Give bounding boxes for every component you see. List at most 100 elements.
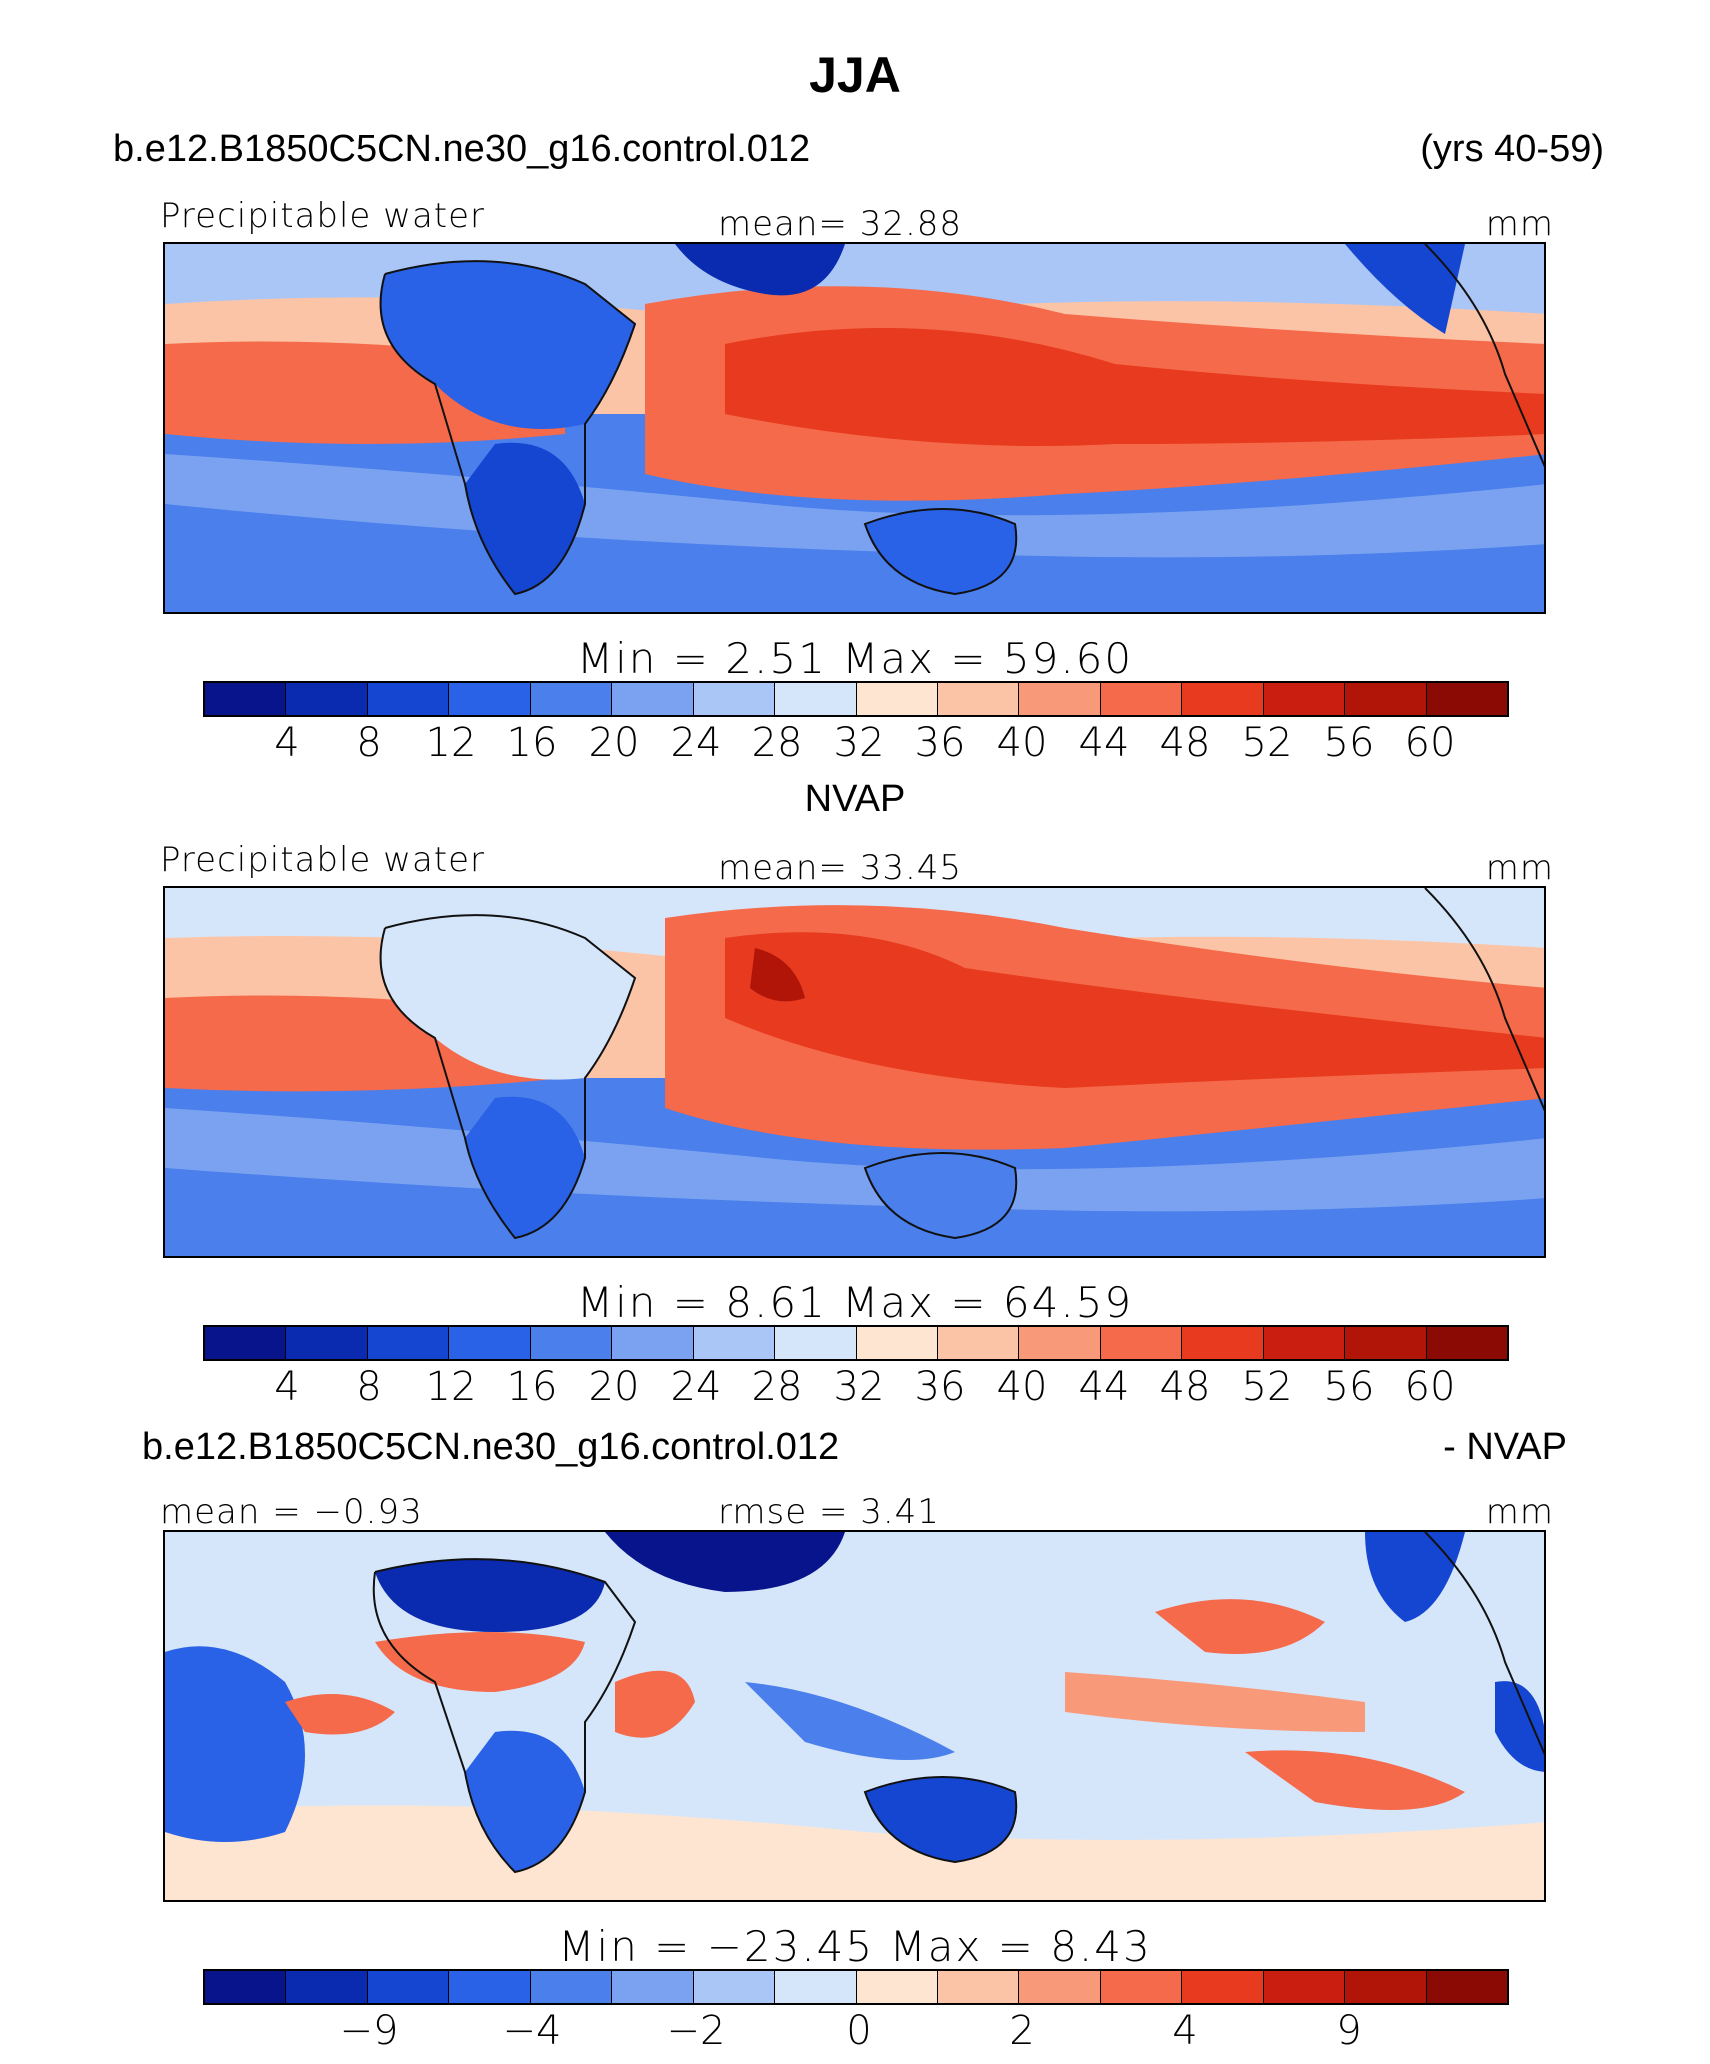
colorbar-tick: 2 bbox=[1009, 2008, 1035, 2054]
colorbar-cell bbox=[1182, 1327, 1264, 1359]
colorbar-tick: 40 bbox=[996, 1364, 1048, 1410]
colorbar-tick: 20 bbox=[588, 720, 640, 766]
panel3-colorbar bbox=[203, 1969, 1509, 2005]
panel2-colorbar bbox=[203, 1325, 1509, 1361]
colorbar-cell bbox=[1426, 683, 1507, 715]
panel1-colorbar bbox=[203, 681, 1509, 717]
colorbar-tick: 16 bbox=[506, 1364, 558, 1410]
colorbar-tick: 12 bbox=[425, 1364, 477, 1410]
panel3-units-label: mm bbox=[1485, 1492, 1554, 1532]
colorbar-tick: 12 bbox=[425, 720, 477, 766]
colorbar-cell bbox=[1182, 1971, 1264, 2003]
case-name: b.e12.B1850C5CN.ne30_g16.control.012 bbox=[113, 128, 811, 170]
colorbar-cell bbox=[612, 1327, 694, 1359]
colorbar-cell bbox=[1100, 1971, 1183, 2003]
panel3-map-svg bbox=[165, 1532, 1544, 1900]
colorbar-tick: 4 bbox=[274, 720, 300, 766]
colorbar-tick: 56 bbox=[1323, 1364, 1375, 1410]
colorbar-tick: 8 bbox=[356, 720, 382, 766]
panel1-mean-label: mean= 32.88 bbox=[718, 204, 963, 244]
colorbar-tick: 56 bbox=[1323, 720, 1375, 766]
diff-suffix: - NVAP bbox=[1443, 1426, 1567, 1468]
colorbar-cell bbox=[1263, 683, 1346, 715]
colorbar-tick: 24 bbox=[670, 1364, 722, 1410]
colorbar-cell bbox=[937, 1971, 1020, 2003]
colorbar-tick: 24 bbox=[670, 720, 722, 766]
colorbar-tick: 40 bbox=[996, 720, 1048, 766]
colorbar-cell bbox=[693, 683, 776, 715]
panel3-mean-label: mean = −0.93 bbox=[160, 1492, 423, 1532]
colorbar-cell bbox=[856, 1971, 938, 2003]
colorbar-tick: 4 bbox=[1172, 2008, 1198, 2054]
colorbar-cell bbox=[530, 1327, 613, 1359]
colorbar-cell bbox=[775, 1327, 857, 1359]
colorbar-tick: 60 bbox=[1404, 720, 1456, 766]
diff-case-name: b.e12.B1850C5CN.ne30_g16.control.012 bbox=[142, 1426, 840, 1468]
colorbar-cell bbox=[1345, 1971, 1427, 2003]
panel1-variable-label: Precipitable water bbox=[160, 196, 486, 236]
colorbar-tick: −4 bbox=[502, 2008, 562, 2054]
colorbar-tick: 60 bbox=[1404, 1364, 1456, 1410]
panel1-minmax: Min = 2.51 Max = 59.60 bbox=[576, 634, 1134, 683]
colorbar-cell bbox=[1426, 1971, 1507, 2003]
colorbar-cell bbox=[449, 683, 531, 715]
colorbar-cell bbox=[1019, 1971, 1101, 2003]
panel2-map bbox=[163, 886, 1546, 1258]
panel2-mean-label: mean= 33.45 bbox=[718, 848, 963, 888]
colorbar-tick: 16 bbox=[506, 720, 558, 766]
colorbar-cell bbox=[205, 1327, 287, 1359]
colorbar-tick: −2 bbox=[666, 2008, 726, 2054]
colorbar-cell bbox=[1019, 1327, 1101, 1359]
panel3-map bbox=[163, 1530, 1546, 1902]
colorbar-tick: 32 bbox=[833, 720, 885, 766]
colorbar-cell bbox=[530, 1971, 613, 2003]
colorbar-cell bbox=[937, 683, 1020, 715]
colorbar-cell bbox=[1426, 1327, 1507, 1359]
colorbar-cell bbox=[367, 683, 450, 715]
colorbar-tick: 4 bbox=[274, 1364, 300, 1410]
colorbar-cell bbox=[693, 1971, 776, 2003]
colorbar-tick: 28 bbox=[751, 1364, 803, 1410]
colorbar-tick: 32 bbox=[833, 1364, 885, 1410]
panel2-variable-label: Precipitable water bbox=[160, 840, 486, 880]
colorbar-cell bbox=[449, 1971, 531, 2003]
colorbar-cell bbox=[1019, 683, 1101, 715]
colorbar-cell bbox=[449, 1327, 531, 1359]
colorbar-cell bbox=[367, 1327, 450, 1359]
colorbar-cell bbox=[530, 683, 613, 715]
colorbar-tick: 8 bbox=[356, 1364, 382, 1410]
colorbar-cell bbox=[1182, 683, 1264, 715]
colorbar-cell bbox=[367, 1971, 450, 2003]
colorbar-cell bbox=[775, 1971, 857, 2003]
colorbar-cell bbox=[1345, 683, 1427, 715]
colorbar-tick: 28 bbox=[751, 720, 803, 766]
panel3-minmax: Min = −23.45 Max = 8.43 bbox=[558, 1922, 1152, 1971]
colorbar-tick: 48 bbox=[1159, 720, 1211, 766]
colorbar-tick: 9 bbox=[1336, 2008, 1362, 2054]
colorbar-cell bbox=[1263, 1971, 1346, 2003]
colorbar-tick: 48 bbox=[1159, 1364, 1211, 1410]
colorbar-cell bbox=[693, 1327, 776, 1359]
panel1-units-label: mm bbox=[1485, 204, 1554, 244]
colorbar-tick: 44 bbox=[1078, 720, 1130, 766]
colorbar-tick: 36 bbox=[914, 720, 966, 766]
colorbar-cell bbox=[775, 683, 857, 715]
colorbar-cell bbox=[1345, 1327, 1427, 1359]
panel1-map-svg bbox=[165, 244, 1544, 612]
colorbar-cell bbox=[856, 683, 938, 715]
colorbar-cell bbox=[205, 683, 287, 715]
colorbar-cell bbox=[205, 1971, 287, 2003]
colorbar-tick: −9 bbox=[339, 2008, 399, 2054]
colorbar-cell bbox=[286, 1327, 368, 1359]
page-title: JJA bbox=[809, 47, 901, 103]
colorbar-tick: 52 bbox=[1241, 720, 1293, 766]
panel2-minmax: Min = 8.61 Max = 64.59 bbox=[576, 1278, 1134, 1327]
colorbar-cell bbox=[286, 683, 368, 715]
colorbar-cell bbox=[1263, 1327, 1346, 1359]
colorbar-tick: 20 bbox=[588, 1364, 640, 1410]
colorbar-cell bbox=[612, 683, 694, 715]
colorbar-cell bbox=[286, 1971, 368, 2003]
panel1-map bbox=[163, 242, 1546, 614]
colorbar-cell bbox=[937, 1327, 1020, 1359]
obs-title: NVAP bbox=[804, 778, 906, 820]
